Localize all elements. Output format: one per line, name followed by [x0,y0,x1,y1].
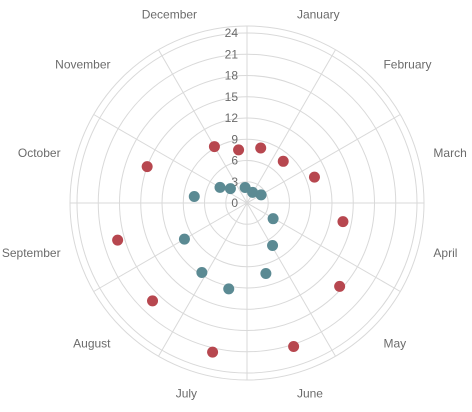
data-point[interactable] [147,295,159,307]
data-point[interactable] [223,283,235,295]
category-label: March [433,146,466,160]
spoke-line [246,114,401,204]
data-point[interactable] [224,183,236,195]
data-point[interactable] [196,267,208,279]
data-point[interactable] [247,186,259,198]
data-point[interactable] [308,171,320,183]
category-label: January [297,8,340,22]
category-label: October [18,146,61,160]
radial-tick-labels: 0 3 6 9 12 15 18 21 24 [225,26,239,210]
data-point[interactable] [267,213,279,225]
category-label: April [433,246,457,260]
data-point[interactable] [214,181,226,193]
radial-tick-label: 18 [225,69,239,83]
data-point[interactable] [337,216,349,228]
category-label: May [383,336,406,350]
category-label: August [73,336,111,350]
data-point[interactable] [112,234,124,246]
spoke-line [158,49,248,204]
radial-tick-label: 24 [225,26,239,40]
radial-tick-label: 6 [231,154,238,168]
data-point[interactable] [334,280,346,292]
spoke-line [158,202,248,357]
data-point[interactable] [188,191,200,203]
radial-tick-label: 15 [225,90,239,104]
data-point[interactable] [267,240,279,252]
spoke-line [246,202,336,357]
radial-tick-label: 3 [231,175,238,189]
spoke-line [246,49,336,204]
data-point[interactable] [141,161,153,173]
category-label: July [176,386,197,400]
radial-tick-label: 0 [231,196,238,210]
data-point[interactable] [255,142,267,154]
data-points [112,141,349,358]
category-label: February [383,58,431,72]
radial-tick-label: 21 [225,47,239,61]
grid-layer [69,25,425,381]
data-point[interactable] [277,155,289,167]
data-point[interactable] [178,233,190,245]
category-labels: January February March April May June July Augu… [2,8,467,401]
spoke-line [93,202,248,292]
data-point[interactable] [260,267,272,279]
data-point[interactable] [288,340,300,352]
category-label: June [297,386,323,400]
category-label: December [142,8,197,22]
data-point[interactable] [233,144,245,156]
category-label: November [55,58,110,72]
data-point[interactable] [208,141,220,153]
radial-tick-label: 9 [231,132,238,146]
category-label: September [2,246,61,260]
radial-tick-label: 12 [225,111,239,125]
data-point[interactable] [207,346,219,358]
data-point[interactable] [255,189,267,201]
